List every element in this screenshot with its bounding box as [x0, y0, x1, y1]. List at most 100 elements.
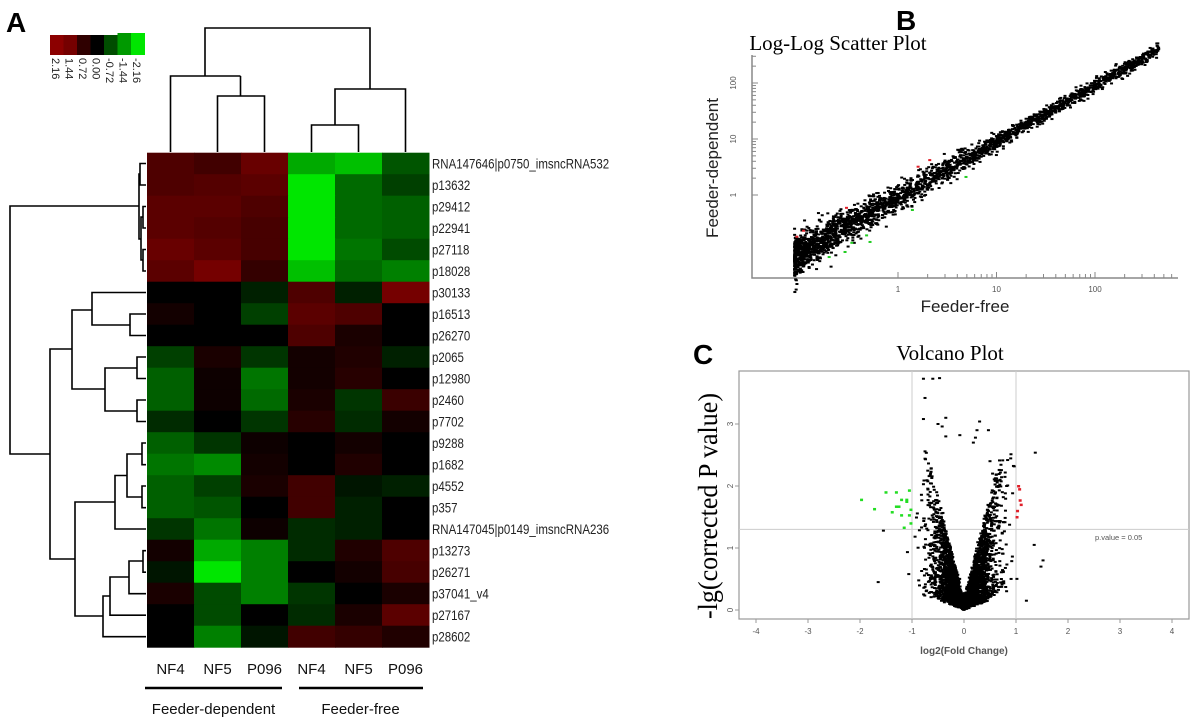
scatter-point: [796, 268, 800, 271]
scatter-point: [882, 199, 886, 202]
scatter-point: [974, 151, 978, 154]
scatter-point: [871, 202, 875, 205]
row-label: p13632: [432, 177, 470, 193]
scatter-point: [801, 238, 805, 241]
scatter-point: [856, 228, 860, 231]
heatmap-cell: [147, 432, 195, 455]
volcano-point: [987, 572, 991, 575]
volcano-point: [934, 587, 938, 590]
scatter-point: [888, 191, 892, 194]
scatter-point: [932, 178, 936, 181]
scatter-point: [972, 154, 976, 157]
volcano-point: [993, 590, 997, 593]
scatter-point: [1025, 127, 1029, 130]
scatter-point: [944, 168, 948, 171]
scatter-point: [809, 259, 813, 262]
scatter-point: [941, 176, 945, 179]
scatter-point: [1087, 87, 1091, 90]
scatter-point: [1009, 139, 1013, 142]
volcano-point: [1001, 459, 1005, 462]
scatter-point: [811, 236, 815, 239]
volcano-point: [977, 561, 981, 564]
scatter-point: [1135, 56, 1139, 59]
scatter-point: [876, 216, 880, 219]
scatter-point: [1121, 77, 1125, 80]
scatter-point: [1041, 122, 1045, 125]
volcano-point: [920, 526, 924, 529]
scatter-point: [829, 227, 833, 230]
scatter-point-down: [850, 241, 854, 244]
x-tick-label: 10: [992, 285, 1001, 294]
scatter-point: [1147, 50, 1151, 53]
scatter-point: [863, 209, 867, 212]
scatter-point: [948, 165, 952, 168]
scatter-point: [1054, 105, 1058, 108]
heatmap-cell: [147, 604, 195, 627]
scatter-point: [798, 238, 802, 241]
scatter-point: [1088, 90, 1092, 93]
volcano-point: [1004, 497, 1008, 500]
scatter-point: [916, 192, 920, 195]
heatmap-cell: [335, 238, 383, 261]
heatmap-cell: [241, 367, 289, 390]
scatter-point: [849, 228, 853, 231]
scatter-point: [1019, 119, 1023, 122]
heatmap-cell: [335, 367, 383, 390]
scatter-point: [907, 191, 911, 194]
scatter-point: [1009, 136, 1013, 139]
scatter-point: [922, 173, 926, 176]
scatter-point: [999, 134, 1003, 137]
scatter-point: [803, 258, 807, 261]
scatter-point: [971, 167, 975, 170]
volcano-point: [998, 478, 1002, 481]
scatter-point: [1104, 79, 1108, 82]
scatter-point: [956, 148, 960, 151]
volcano-point: [941, 532, 945, 535]
scatter-point: [909, 177, 913, 180]
scatter-point: [1155, 56, 1159, 59]
volcano-point: [983, 514, 987, 517]
scatter-point: [894, 198, 898, 201]
row-label: p7702: [432, 413, 464, 429]
heatmap-cell: [147, 389, 195, 412]
volcano-point: [984, 585, 988, 588]
volcano-point: [998, 459, 1002, 462]
scatter-point: [844, 235, 848, 238]
scatter-point: [904, 192, 908, 195]
y-tick-label: 100: [729, 76, 738, 90]
scatter-point: [844, 222, 848, 225]
scatter-point: [802, 262, 806, 265]
volcano-point: [992, 553, 996, 556]
heatmap-cell: [241, 174, 289, 197]
scatter-point: [810, 238, 814, 241]
scatter-point: [853, 227, 857, 230]
scatter-point: [951, 155, 955, 158]
scatter-point: [803, 228, 807, 231]
scatter-point: [876, 191, 880, 194]
scatter-point: [852, 241, 856, 244]
scatter-point: [876, 223, 880, 226]
legend-swatch: [117, 33, 132, 55]
x-tick-label: 1: [1014, 627, 1019, 636]
scatter-point: [962, 154, 966, 157]
scatter-point: [1010, 140, 1014, 143]
row-label: p27118: [432, 241, 469, 257]
scatter-point: [820, 250, 824, 253]
heatmap-cell: [335, 475, 383, 498]
scatter-point: [882, 204, 886, 207]
scatter-point: [1093, 86, 1097, 89]
scatter-point: [937, 178, 941, 181]
scatter-point: [832, 239, 836, 242]
scatter-point: [829, 239, 833, 242]
scatter-point-down: [964, 175, 968, 178]
volcano-point: [933, 545, 937, 548]
volcano-point: [980, 602, 984, 605]
scatter-point: [815, 240, 819, 243]
scatter-point: [883, 216, 887, 219]
scatter-point: [1094, 76, 1098, 79]
scatter-point: [894, 203, 898, 206]
volcano-point: [1003, 492, 1007, 495]
x-tick-label: -2: [856, 627, 864, 636]
scatter-point: [925, 167, 929, 170]
